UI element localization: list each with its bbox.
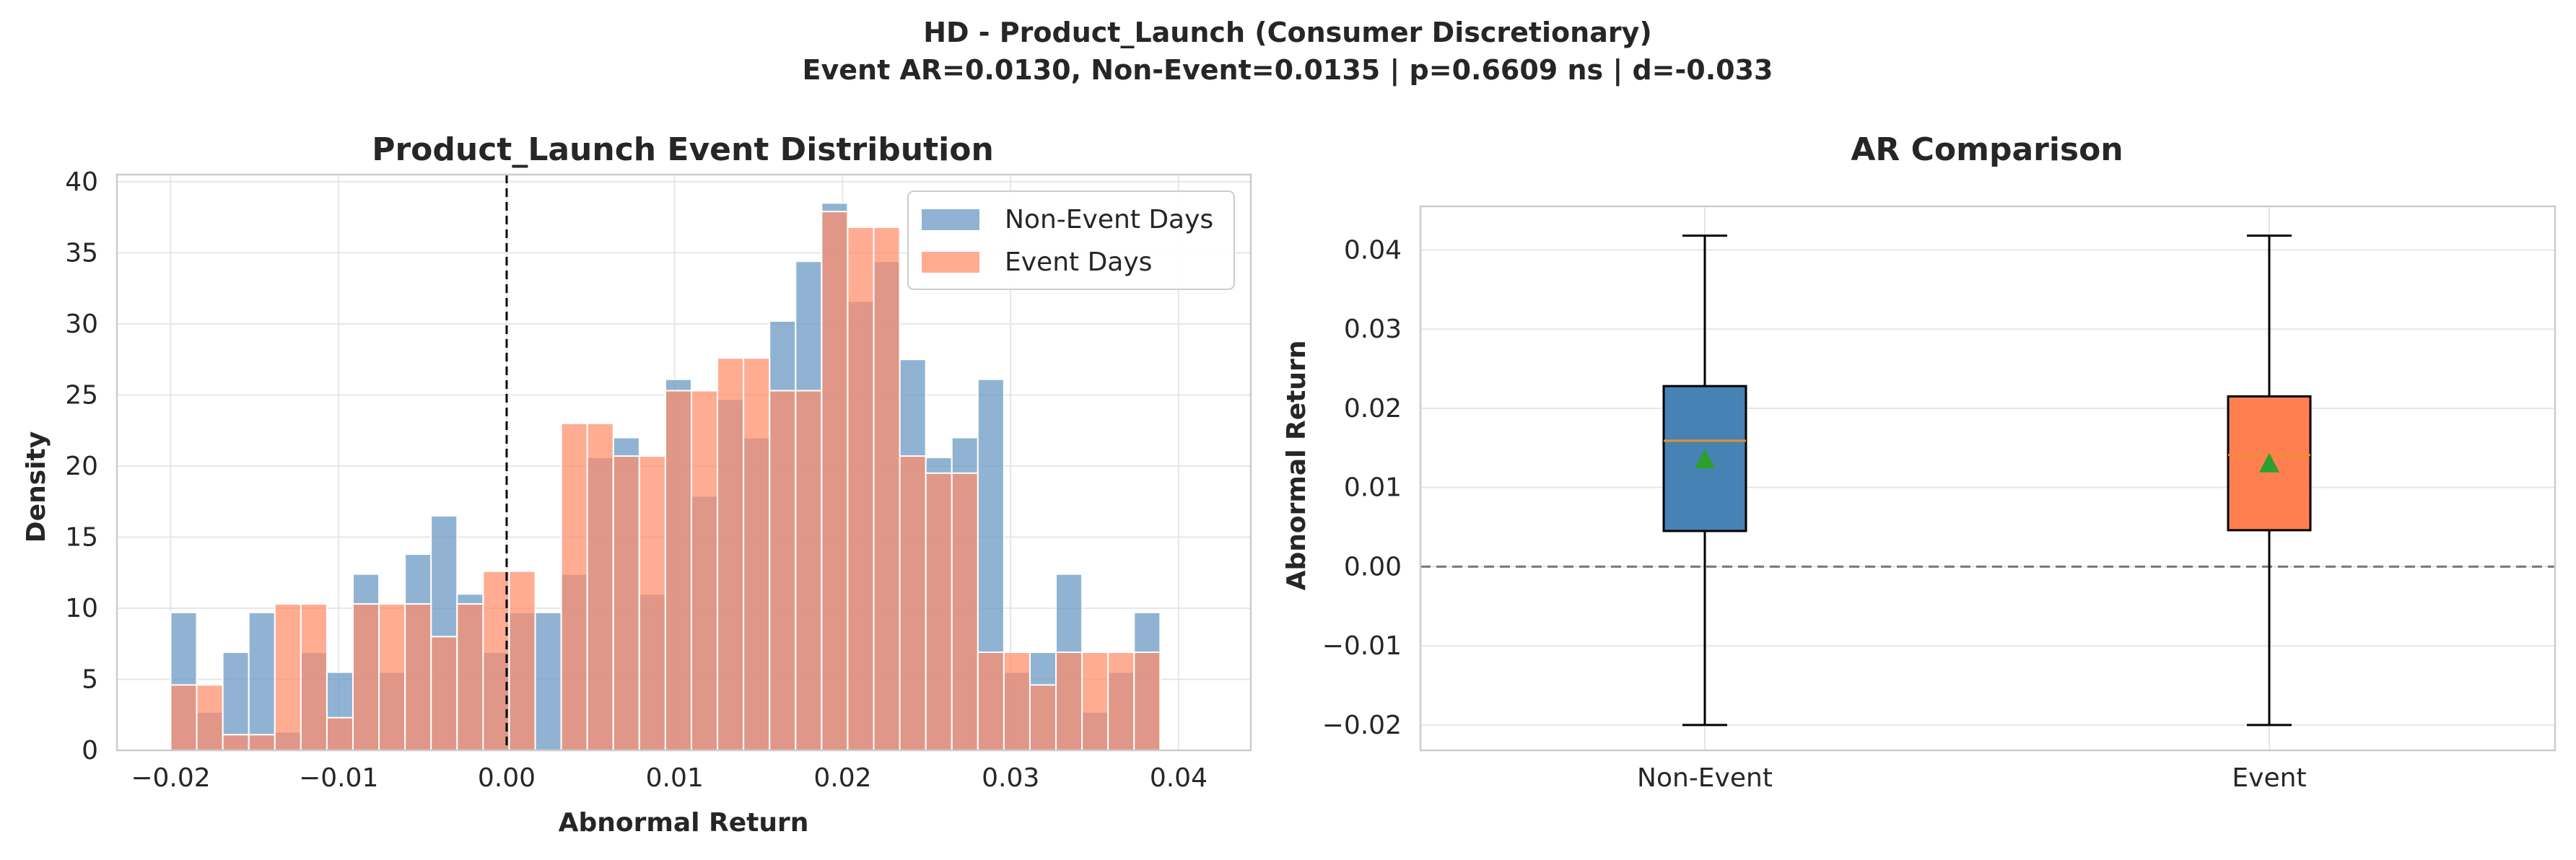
x-tick-label: 0.02 xyxy=(813,763,871,793)
x-tick-label: Event xyxy=(2232,763,2306,793)
y-tick-label: −0.02 xyxy=(1322,711,1402,740)
bar-event xyxy=(664,390,692,751)
bar-event xyxy=(222,734,250,752)
histogram-panel: Product_Launch Event Distribution −0.02−… xyxy=(22,131,1252,838)
boxplot-panel: AR Comparison −0.02 −0.01 0.00 0.01 0.02 0.03… xyxy=(1282,131,2557,793)
legend-swatch-event xyxy=(922,252,979,273)
histogram-legend: Non-Event Days Event Days xyxy=(907,190,1235,290)
bar-event xyxy=(717,357,745,751)
y-tick-label: −0.01 xyxy=(1322,631,1402,661)
bar-event xyxy=(795,390,823,751)
bar-event xyxy=(326,716,354,751)
suptitle-line2: Event AR=0.0130, Non-Event=0.0135 | p=0.… xyxy=(803,54,1773,87)
x-tick-label: −0.01 xyxy=(299,763,378,793)
boxplot-boxes xyxy=(1662,234,2312,727)
x-tick-label: 0.03 xyxy=(982,763,1039,793)
histogram-y-ticks: 0 5 10 15 20 25 30 35 40 xyxy=(65,167,98,765)
bar-event xyxy=(274,603,302,752)
histogram-x-ticks: −0.02 −0.01 0.00 0.01 0.02 0.03 0.04 xyxy=(131,763,1208,793)
bar-event xyxy=(170,684,198,752)
bar-event xyxy=(456,603,484,752)
bar-event xyxy=(560,422,588,751)
y-tick-label: 0 xyxy=(82,736,98,765)
y-tick-label: 10 xyxy=(65,594,98,623)
bar-event xyxy=(690,390,719,751)
mean-marker xyxy=(1695,449,1715,469)
bar-event xyxy=(899,455,927,752)
bar-event xyxy=(821,211,849,752)
bar-event xyxy=(378,603,406,752)
legend-frame xyxy=(907,190,1235,290)
boxplot-y-ticks: −0.02 −0.01 0.00 0.01 0.02 0.03 0.04 xyxy=(1322,235,1402,740)
bar-event xyxy=(1107,651,1135,751)
y-tick-label: 15 xyxy=(65,522,98,552)
mean-marker xyxy=(2259,452,2279,473)
histogram-plot-frame xyxy=(115,173,1252,752)
legend-label-event: Event Days xyxy=(1005,247,1152,277)
y-tick-label: 0.04 xyxy=(1344,235,1402,265)
y-tick-label: 25 xyxy=(65,380,98,410)
y-tick-label: 0.02 xyxy=(1344,394,1402,424)
x-tick-label: Non-Event xyxy=(1637,763,1773,793)
bar-event xyxy=(1055,651,1083,751)
bar-event xyxy=(482,570,510,751)
bar-event xyxy=(769,390,797,751)
bar-event xyxy=(404,603,432,752)
bar-non-event xyxy=(534,611,562,752)
boxplot-title: AR Comparison xyxy=(1851,131,2123,168)
y-tick-label: 5 xyxy=(82,664,98,694)
bar-event xyxy=(873,226,901,752)
histogram-y-axis-label: Density xyxy=(22,431,51,543)
legend-swatch-non-event xyxy=(922,209,979,230)
bar-event xyxy=(638,455,666,752)
bar-non-event xyxy=(248,611,276,752)
bar-event xyxy=(508,570,536,751)
x-tick-label: −0.02 xyxy=(131,763,210,793)
bar-event xyxy=(1133,651,1161,751)
bar-event xyxy=(847,226,875,752)
suptitle-line1: HD - Product_Launch (Consumer Discretion… xyxy=(923,17,1652,48)
bar-event xyxy=(586,422,614,751)
histogram-title: Product_Launch Event Distribution xyxy=(372,131,994,168)
bar-event xyxy=(430,636,458,751)
y-tick-label: 0.00 xyxy=(1344,552,1402,582)
y-tick-label: 0.01 xyxy=(1344,473,1402,503)
bar-event xyxy=(925,472,953,751)
boxplot-x-ticks: Non-Event Event xyxy=(1637,763,2307,793)
y-tick-label: 0.03 xyxy=(1344,315,1402,344)
bar-event xyxy=(196,684,224,752)
bar-event xyxy=(951,472,979,751)
x-tick-label: 0.01 xyxy=(646,763,704,793)
bar-event xyxy=(977,651,1005,751)
bar-event xyxy=(1003,651,1031,751)
bar-event xyxy=(612,455,640,752)
y-tick-label: 30 xyxy=(65,310,98,339)
bar-event xyxy=(352,603,380,752)
y-tick-label: 35 xyxy=(65,238,98,268)
legend-label-non-event: Non-Event Days xyxy=(1005,205,1213,234)
histogram-x-axis-label: Abnormal Return xyxy=(559,808,809,838)
bar-event xyxy=(248,734,276,752)
x-tick-label: 0.04 xyxy=(1150,763,1208,793)
box-event xyxy=(2227,234,2312,727)
boxplot-plot-frame xyxy=(1419,205,2557,752)
boxplot-y-axis-label: Abnormal Return xyxy=(1282,341,1311,591)
x-tick-label: 0.00 xyxy=(478,763,536,793)
bar-event xyxy=(1081,651,1109,751)
bar-event xyxy=(743,357,771,751)
bar-event xyxy=(1029,684,1057,752)
y-tick-label: 20 xyxy=(65,452,98,481)
bar-event xyxy=(300,603,328,752)
box-non-event xyxy=(1662,234,1747,727)
y-tick-label: 40 xyxy=(65,167,98,197)
